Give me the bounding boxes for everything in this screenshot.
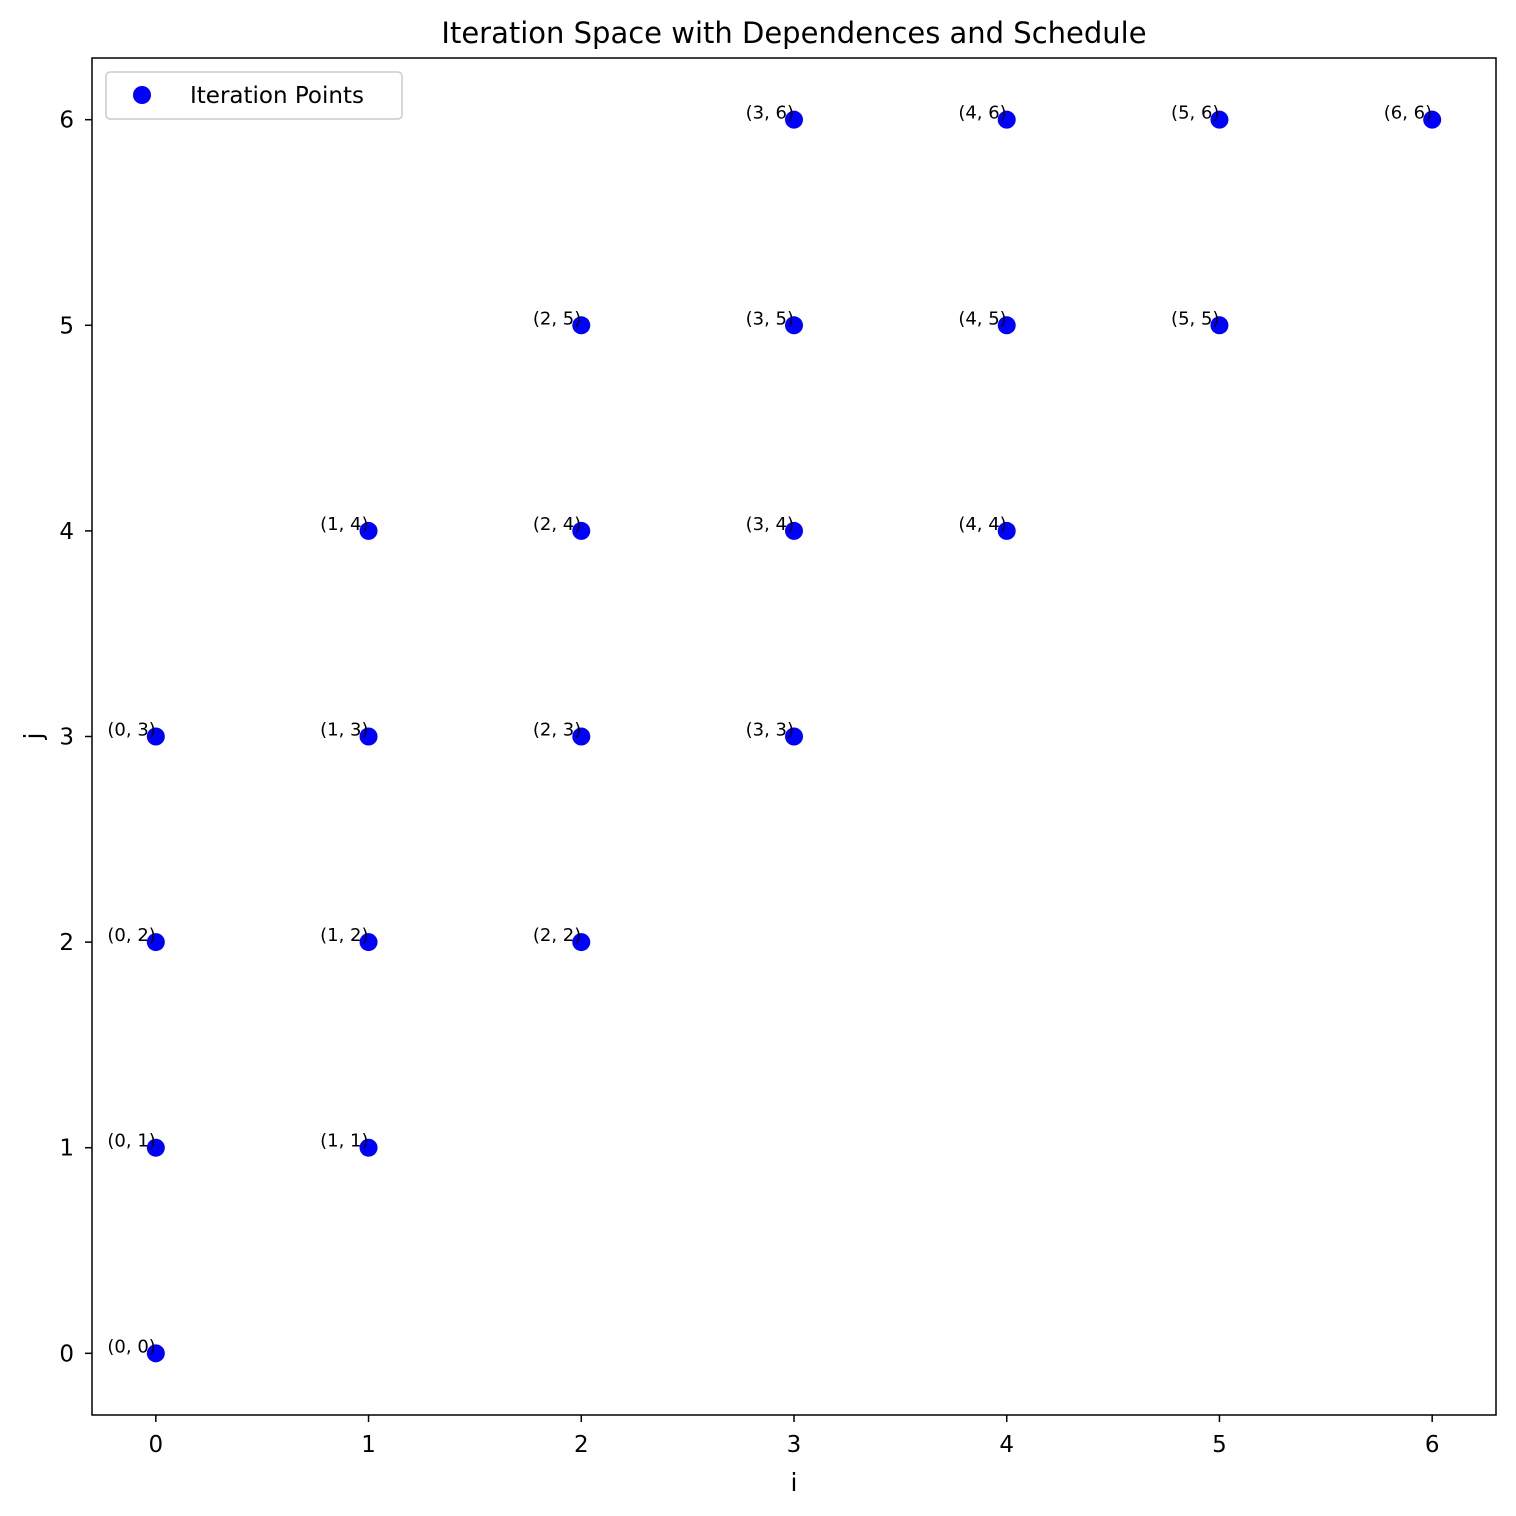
data-point <box>785 110 803 129</box>
data-point-label: (5, 5) <box>1171 308 1219 329</box>
legend-label: Iteration Points <box>190 83 364 109</box>
data-point-label: (3, 4) <box>746 514 794 535</box>
data-point-label: (4, 5) <box>958 308 1006 329</box>
data-point-label: (2, 2) <box>533 925 581 946</box>
x-axis: 0 1 2 3 4 5 6 <box>148 1415 1440 1458</box>
y-tick-label: 1 <box>59 1136 74 1162</box>
data-point <box>359 933 378 952</box>
data-point <box>572 521 591 540</box>
data-point-label: (2, 3) <box>533 720 581 741</box>
data-point-label: (3, 5) <box>746 308 794 329</box>
legend-box <box>105 71 403 120</box>
data-point-label: (2, 4) <box>533 514 581 535</box>
data-point-label: (0, 1) <box>107 1131 155 1152</box>
y-tick-label: 2 <box>59 930 74 956</box>
data-point-label: (1, 2) <box>320 925 368 946</box>
y-tick-label: 4 <box>59 519 74 545</box>
data-point <box>785 727 803 746</box>
y-axis-label: j <box>19 733 48 741</box>
data-point-label: (6, 6) <box>1384 103 1432 124</box>
y-tick-label: 3 <box>59 725 74 751</box>
data-point-label: (2, 5) <box>533 308 581 329</box>
data-points <box>146 110 1442 1363</box>
data-point-label: (1, 1) <box>320 1131 368 1152</box>
data-point-label: (0, 3) <box>107 720 155 741</box>
x-axis-label: i <box>791 1468 798 1497</box>
data-point <box>572 933 591 952</box>
data-point-label: (4, 4) <box>958 514 1006 535</box>
data-point <box>146 1344 165 1363</box>
data-point-label: (0, 0) <box>107 1336 155 1357</box>
x-tick-label: 2 <box>574 1432 589 1458</box>
data-point <box>997 316 1016 335</box>
y-tick-label: 5 <box>59 313 74 339</box>
data-point <box>146 727 165 746</box>
data-point <box>146 933 165 952</box>
data-point <box>1210 110 1229 129</box>
x-tick-label: 4 <box>999 1432 1014 1458</box>
data-point-label: (3, 6) <box>746 103 794 124</box>
legend-marker <box>133 86 151 104</box>
data-point-label: (5, 6) <box>1171 103 1219 124</box>
y-axis: 0 1 2 3 4 5 6 <box>59 108 92 1367</box>
chart-title: Iteration Space with Dependences and Sch… <box>441 16 1146 50</box>
data-point <box>1210 316 1229 335</box>
y-tick-label: 0 <box>59 1341 74 1367</box>
data-point-labels: (0, 0) (0, 1) (0, 2) (0, 3) (1, 1) (1, 2) (1, … <box>107 103 1432 1358</box>
data-point-label: (1, 4) <box>320 514 368 535</box>
data-point-label: (3, 3) <box>746 720 794 741</box>
x-tick-label: 3 <box>787 1432 802 1458</box>
x-tick-label: 5 <box>1212 1432 1227 1458</box>
data-point-label: (4, 6) <box>958 103 1006 124</box>
data-point <box>997 110 1016 129</box>
x-tick-label: 0 <box>148 1432 163 1458</box>
data-point <box>359 521 378 540</box>
data-point <box>359 1138 378 1157</box>
data-point <box>1423 110 1442 129</box>
data-point-label: (1, 3) <box>320 720 368 741</box>
data-point <box>572 316 591 335</box>
data-point-label: (0, 2) <box>107 925 155 946</box>
data-point <box>572 727 591 746</box>
legend: Iteration Points <box>105 71 403 120</box>
data-point <box>785 316 803 335</box>
x-tick-label: 6 <box>1425 1432 1440 1458</box>
data-point <box>146 1138 165 1157</box>
data-point <box>785 521 803 540</box>
y-tick-label: 6 <box>59 108 74 134</box>
data-point <box>359 727 378 746</box>
x-tick-label: 1 <box>361 1432 376 1458</box>
data-point <box>997 521 1016 540</box>
